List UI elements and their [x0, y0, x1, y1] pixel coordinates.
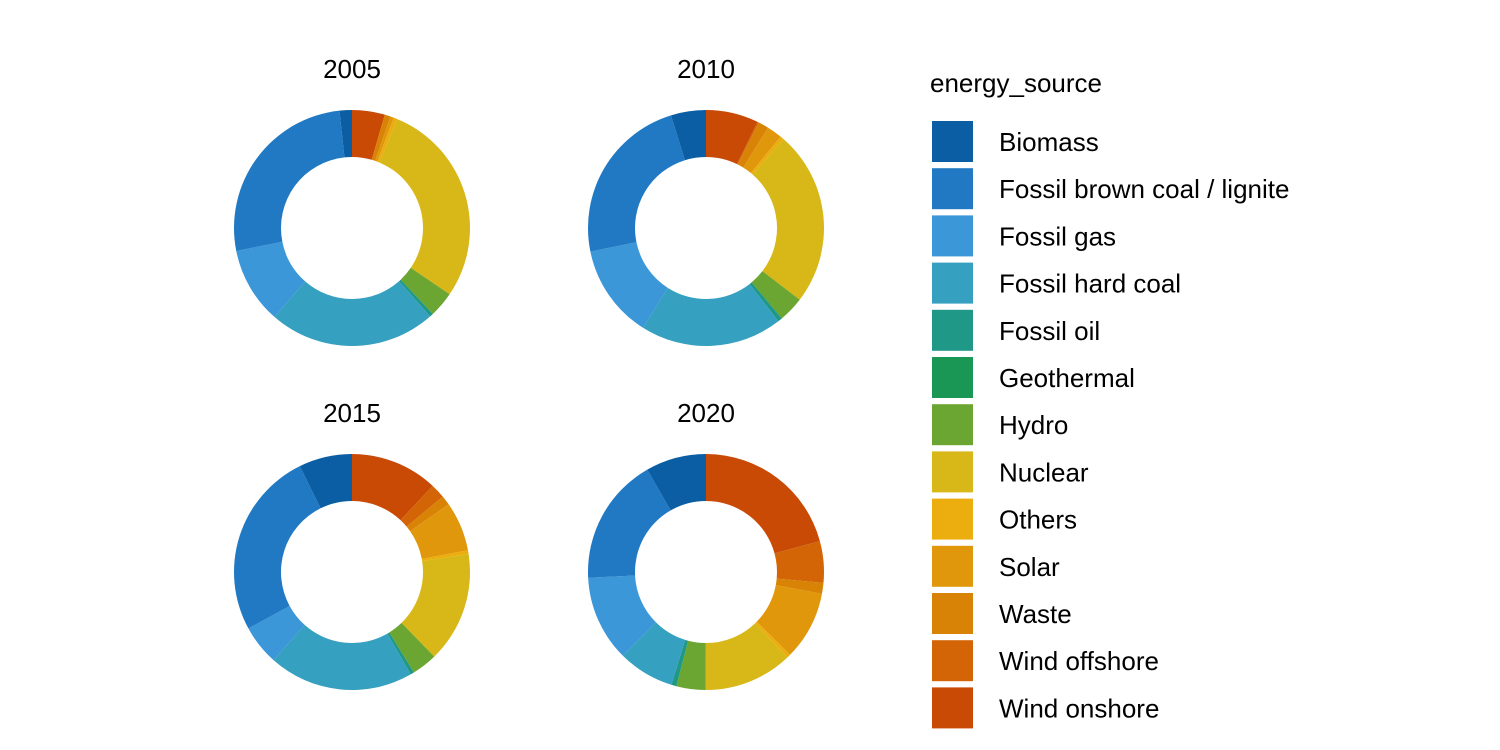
- slice-wind-onshore: [352, 110, 385, 160]
- legend-item-biomass: Biomass: [932, 121, 1099, 162]
- slice-hydro: [676, 640, 706, 690]
- slice-hydro: [400, 267, 450, 314]
- slice-others: [755, 621, 791, 658]
- legend-label: Solar: [999, 552, 1060, 582]
- legend: energy_source Biomass Fossil brown coal /…: [930, 68, 1289, 729]
- slice-solar: [756, 585, 822, 655]
- slice-wind-offshore: [774, 541, 825, 583]
- legend-swatch: [932, 357, 973, 398]
- slice-others: [377, 117, 398, 163]
- legend-swatch: [932, 121, 973, 162]
- slice-fossil-brown-coal-lignite: [588, 115, 685, 252]
- legend-item-wind-offshore: Wind offshore: [932, 640, 1159, 682]
- slice-nuclear: [401, 553, 470, 657]
- donut-panels: 2005 2010 2015 2020: [233, 54, 825, 690]
- slice-fossil-hard-coal: [273, 625, 411, 690]
- legend-item-fossil-hard-coal: Fossil hard coal: [932, 262, 1181, 304]
- slice-biomass: [647, 454, 706, 511]
- legend-label: Fossil hard coal: [999, 269, 1181, 299]
- slice-nuclear: [705, 623, 788, 690]
- slice-fossil-oil: [399, 279, 433, 317]
- slice-fossil-brown-coal-lignite: [234, 110, 345, 251]
- slice-wind-offshore: [400, 485, 443, 527]
- panel-title: 2015: [323, 398, 381, 428]
- donut-panel-2010: 2010: [588, 54, 824, 347]
- legend-item-fossil-gas: Fossil gas: [932, 215, 1116, 257]
- slice-biomass: [670, 110, 706, 161]
- legend-item-wind-onshore: Wind onshore: [932, 687, 1159, 729]
- slice-fossil-gas: [590, 242, 668, 328]
- slice-fossil-oil: [671, 639, 689, 687]
- legend-item-waste: Waste: [932, 593, 1072, 634]
- panel-title: 2005: [323, 54, 381, 84]
- legend-swatch: [932, 640, 973, 682]
- slice-fossil-gas: [236, 241, 306, 317]
- donut-panel-2015: 2015: [233, 398, 470, 690]
- slice-wind-offshore: [737, 121, 759, 165]
- panel-title: 2010: [677, 54, 735, 84]
- legend-label: Biomass: [999, 127, 1099, 157]
- legend-items: Biomass Fossil brown coal / lignite Fossil…: [932, 121, 1289, 729]
- slice-solar: [743, 127, 781, 174]
- legend-item-hydro: Hydro: [932, 404, 1068, 446]
- slice-waste: [737, 122, 768, 168]
- legend-swatch: [932, 687, 973, 729]
- legend-swatch: [932, 309, 973, 351]
- slice-wind-onshore: [352, 454, 433, 521]
- slice-waste: [775, 578, 824, 594]
- panel-title: 2020: [677, 398, 735, 428]
- legend-item-fossil-oil: Fossil oil: [932, 309, 1100, 351]
- slice-solar: [410, 504, 468, 559]
- legend-item-geothermal: Geothermal: [932, 357, 1135, 398]
- slice-wind-onshore: [706, 110, 758, 165]
- slice-biomass: [339, 110, 352, 158]
- slice-fossil-hard-coal: [642, 284, 779, 347]
- slice-nuclear: [379, 119, 470, 295]
- legend-item-nuclear: Nuclear: [932, 451, 1089, 493]
- slice-others: [750, 136, 784, 175]
- legend-label: Geothermal: [999, 363, 1135, 393]
- legend-swatch: [932, 593, 973, 634]
- slice-fossil-brown-coal-lignite: [233, 466, 321, 629]
- legend-label: Waste: [999, 599, 1072, 629]
- slice-others: [421, 550, 469, 562]
- slice-fossil-brown-coal-lignite: [588, 469, 671, 578]
- legend-label: Nuclear: [999, 457, 1089, 487]
- legend-swatch: [932, 404, 973, 446]
- legend-swatch: [932, 545, 973, 587]
- slice-wind-onshore: [706, 454, 820, 554]
- legend-swatch: [932, 498, 973, 540]
- slice-hydro: [389, 622, 435, 673]
- legend-item-fossil-brown-coal-lignite: Fossil brown coal / lignite: [932, 168, 1289, 210]
- legend-item-others: Others: [932, 498, 1077, 540]
- slice-solar: [375, 116, 394, 162]
- slice-fossil-gas: [588, 575, 656, 656]
- legend-swatch: [932, 262, 973, 304]
- legend-swatch: [932, 168, 973, 210]
- legend-label: Hydro: [999, 410, 1068, 440]
- slice-fossil-oil: [387, 632, 414, 675]
- slice-biomass: [299, 454, 352, 509]
- slice-fossil-gas: [248, 605, 305, 661]
- legend-label: Fossil gas: [999, 221, 1116, 251]
- slice-fossil-oil: [749, 282, 782, 322]
- donut-panel-2005: 2005: [234, 54, 470, 346]
- slice-fossil-hard-coal: [622, 622, 686, 685]
- legend-swatch: [932, 451, 973, 493]
- legend-label: Others: [999, 505, 1077, 535]
- legend-label: Wind onshore: [999, 693, 1159, 723]
- slice-waste: [406, 496, 449, 532]
- slice-waste: [371, 114, 391, 161]
- legend-item-solar: Solar: [932, 545, 1060, 587]
- slice-fossil-hard-coal: [274, 281, 431, 346]
- legend-swatch: [932, 215, 973, 257]
- legend-label: Fossil oil: [999, 316, 1100, 346]
- legend-title: energy_source: [930, 68, 1102, 98]
- donut-panel-2020: 2020: [588, 398, 825, 690]
- slice-nuclear: [752, 138, 824, 300]
- slice-hydro: [751, 271, 800, 319]
- legend-label: Wind offshore: [999, 646, 1159, 676]
- legend-label: Fossil brown coal / lignite: [999, 174, 1289, 204]
